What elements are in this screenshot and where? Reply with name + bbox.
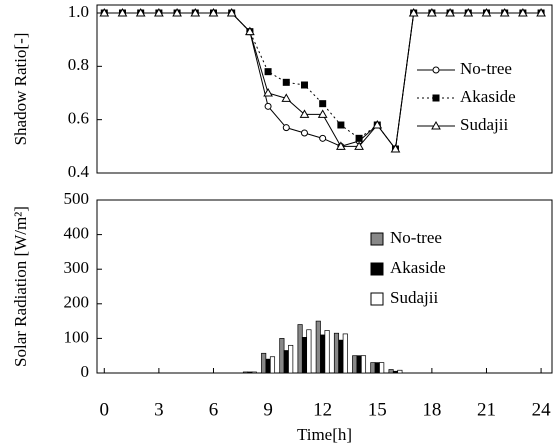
point <box>154 7 164 17</box>
bar <box>288 344 294 374</box>
bar <box>333 332 340 374</box>
legend-swatch <box>370 292 384 306</box>
point <box>300 81 308 89</box>
x-tick-label: 9 <box>263 399 273 420</box>
legend-label: Sudajii <box>460 115 508 134</box>
point <box>281 93 292 102</box>
point <box>264 68 272 76</box>
bar <box>261 352 267 374</box>
y-tick-label: 200 <box>64 293 90 312</box>
point <box>536 7 546 17</box>
bar <box>269 356 276 374</box>
point <box>299 109 310 118</box>
bar <box>301 337 308 374</box>
legend-label: Akaside <box>460 87 516 106</box>
point <box>319 100 327 108</box>
x-tick-label: 0 <box>100 399 110 420</box>
y-tick-label: 400 <box>64 224 90 243</box>
x-tick-label: 21 <box>477 399 496 420</box>
y-axis-label: Shadow Ratio[-] <box>11 33 30 146</box>
point <box>427 7 437 17</box>
legend-label: No-tree <box>390 228 442 247</box>
x-tick-label: 12 <box>313 399 332 420</box>
bar <box>379 362 385 374</box>
point <box>408 7 419 17</box>
bar <box>392 370 399 374</box>
point <box>263 87 273 97</box>
point <box>317 109 328 118</box>
legend-marker <box>431 120 441 130</box>
bar <box>283 350 289 374</box>
y-tick-label: 0 <box>81 362 90 381</box>
legend-label: Sudajii <box>390 288 438 307</box>
bar <box>297 324 303 374</box>
bar <box>356 355 362 374</box>
y-tick-label: 1.0 <box>68 2 89 21</box>
y-tick-label: 500 <box>64 189 90 208</box>
bar <box>352 355 358 374</box>
point <box>190 7 201 17</box>
point <box>226 7 237 17</box>
x-tick-label: 15 <box>368 399 387 420</box>
legend-swatch <box>370 262 384 276</box>
legend-marker <box>432 66 440 74</box>
y-tick-label: 0.6 <box>68 109 89 128</box>
point <box>354 141 364 150</box>
bar <box>320 334 326 374</box>
legend-label: No-tree <box>460 59 512 78</box>
point <box>355 134 363 142</box>
bar <box>338 339 344 374</box>
point <box>282 124 290 132</box>
point <box>99 7 110 17</box>
legend-label: Akaside <box>390 258 446 277</box>
bar <box>265 358 271 374</box>
plot-frame <box>96 4 553 174</box>
bar <box>315 320 321 374</box>
bar <box>360 355 367 374</box>
x-tick-label: 6 <box>209 399 219 420</box>
point <box>264 102 272 110</box>
bar <box>397 369 403 374</box>
point <box>518 7 528 17</box>
bar <box>388 369 394 374</box>
bar <box>342 333 348 374</box>
x-axis-label: Time[h] <box>297 425 352 444</box>
point <box>445 7 455 17</box>
point <box>499 7 510 17</box>
bar <box>242 371 249 374</box>
point <box>208 7 219 17</box>
y-tick-label: 100 <box>64 327 90 346</box>
y-tick-label: 0.4 <box>68 162 90 181</box>
point <box>282 78 290 86</box>
point <box>319 134 327 142</box>
point <box>372 119 383 129</box>
bar <box>247 371 253 374</box>
legend-swatch <box>370 232 384 246</box>
x-tick-label: 18 <box>422 399 441 420</box>
point <box>117 7 128 17</box>
point <box>135 7 146 17</box>
bar <box>251 371 257 374</box>
y-tick-label: 0.8 <box>68 55 89 74</box>
point <box>300 129 308 137</box>
point <box>390 143 401 153</box>
point <box>172 7 182 17</box>
point <box>336 141 346 150</box>
legend-marker <box>432 94 440 102</box>
y-tick-label: 300 <box>64 258 90 277</box>
bar <box>324 330 330 374</box>
point <box>337 121 345 129</box>
bar <box>279 338 285 374</box>
point <box>481 7 492 17</box>
x-tick-label: 3 <box>154 399 164 420</box>
y-axis-label: Solar Radiation [W/m²] <box>11 206 30 367</box>
bar <box>374 362 380 374</box>
bar <box>370 362 376 374</box>
point <box>245 26 255 36</box>
bar <box>306 329 312 374</box>
x-tick-label: 24 <box>532 399 552 420</box>
point <box>463 7 474 17</box>
